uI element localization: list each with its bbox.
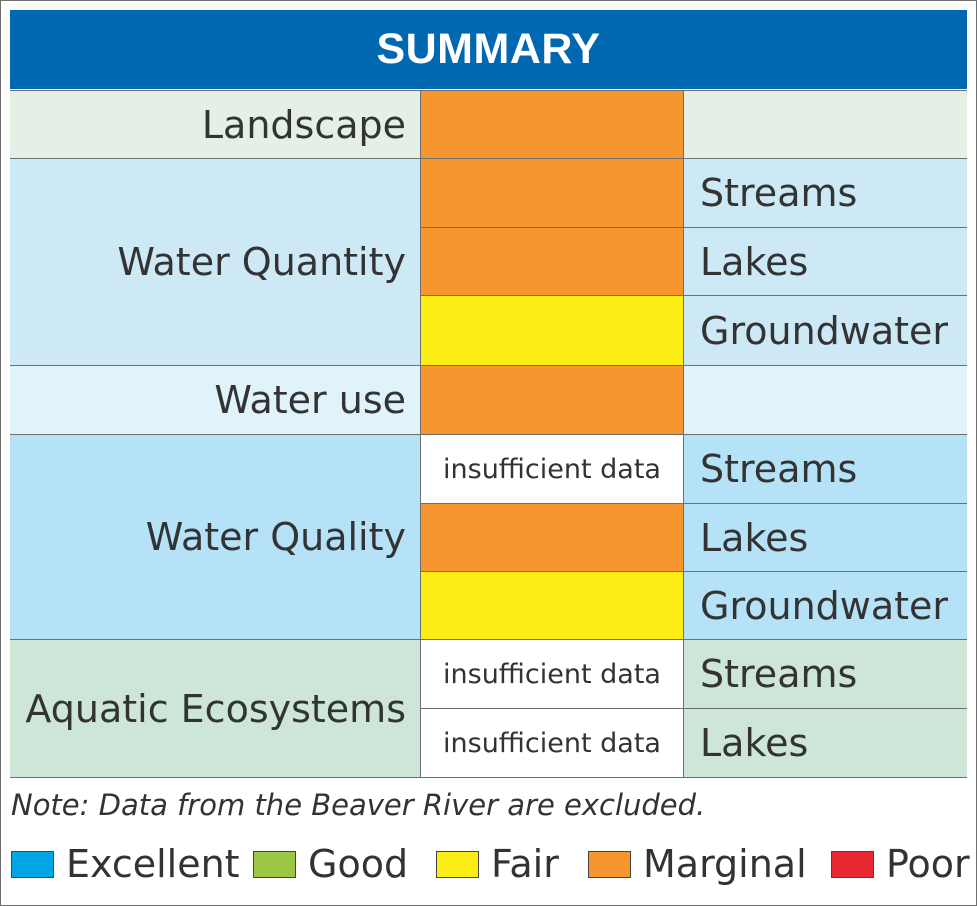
legend-item-good: Good — [253, 839, 408, 889]
subcategory-water-quality-lakes: Lakes — [684, 504, 967, 572]
subcategory-aquatic-streams: Streams — [684, 640, 967, 709]
subcategory-water-quality-streams: Streams — [684, 435, 967, 504]
legend-swatch-marginal — [588, 850, 631, 878]
legend-label-good: Good — [308, 842, 409, 886]
category-aquatic-ecosystems: Aquatic Ecosystems — [10, 640, 421, 778]
legend-label-fair: Fair — [491, 842, 559, 886]
rating-cell-water-quality-lakes — [421, 504, 684, 572]
summary-table: Landscape Water Quantity Streams Lakes G… — [10, 90, 967, 780]
subcategory-water-quantity-streams: Streams — [684, 159, 967, 228]
category-water-quality: Water Quality — [10, 435, 421, 640]
legend-item-marginal: Marginal — [588, 839, 807, 889]
rating-cell-water-quality-streams: insufficient data — [421, 435, 684, 504]
legend-label-excellent: Excellent — [66, 842, 240, 886]
subcategory-landscape-empty — [684, 90, 967, 159]
legend-item-fair: Fair — [436, 839, 559, 889]
subcategory-aquatic-lakes: Lakes — [684, 709, 967, 778]
rating-cell-landscape — [421, 90, 684, 159]
legend-label-poor: Poor — [886, 842, 970, 886]
rating-cell-water-quality-groundwater — [421, 572, 684, 640]
legend-swatch-excellent — [11, 850, 54, 878]
summary-title: SUMMARY — [10, 10, 967, 89]
category-landscape: Landscape — [10, 90, 421, 159]
legend: Excellent Good Fair Marginal Poor — [1, 839, 977, 889]
legend-swatch-poor — [831, 850, 874, 878]
footnote: Note: Data from the Beaver River are exc… — [11, 788, 706, 822]
subcategory-water-quality-groundwater: Groundwater — [684, 572, 967, 640]
rating-cell-water-quantity-streams — [421, 159, 684, 228]
legend-item-poor: Poor — [831, 839, 970, 889]
rating-cell-aquatic-streams: insufficient data — [421, 640, 684, 709]
legend-swatch-fair — [436, 850, 479, 878]
legend-label-marginal: Marginal — [643, 842, 807, 886]
category-water-use: Water use — [10, 366, 421, 435]
legend-swatch-good — [253, 850, 296, 878]
subcategory-water-use-empty — [684, 366, 967, 435]
subcategory-water-quantity-lakes: Lakes — [684, 228, 967, 296]
category-water-quantity: Water Quantity — [10, 159, 421, 366]
legend-item-excellent: Excellent — [11, 839, 240, 889]
rating-cell-aquatic-lakes: insufficient data — [421, 709, 684, 778]
rating-cell-water-use — [421, 366, 684, 435]
subcategory-water-quantity-groundwater: Groundwater — [684, 296, 967, 366]
rating-cell-water-quantity-groundwater — [421, 296, 684, 366]
rating-cell-water-quantity-lakes — [421, 228, 684, 296]
